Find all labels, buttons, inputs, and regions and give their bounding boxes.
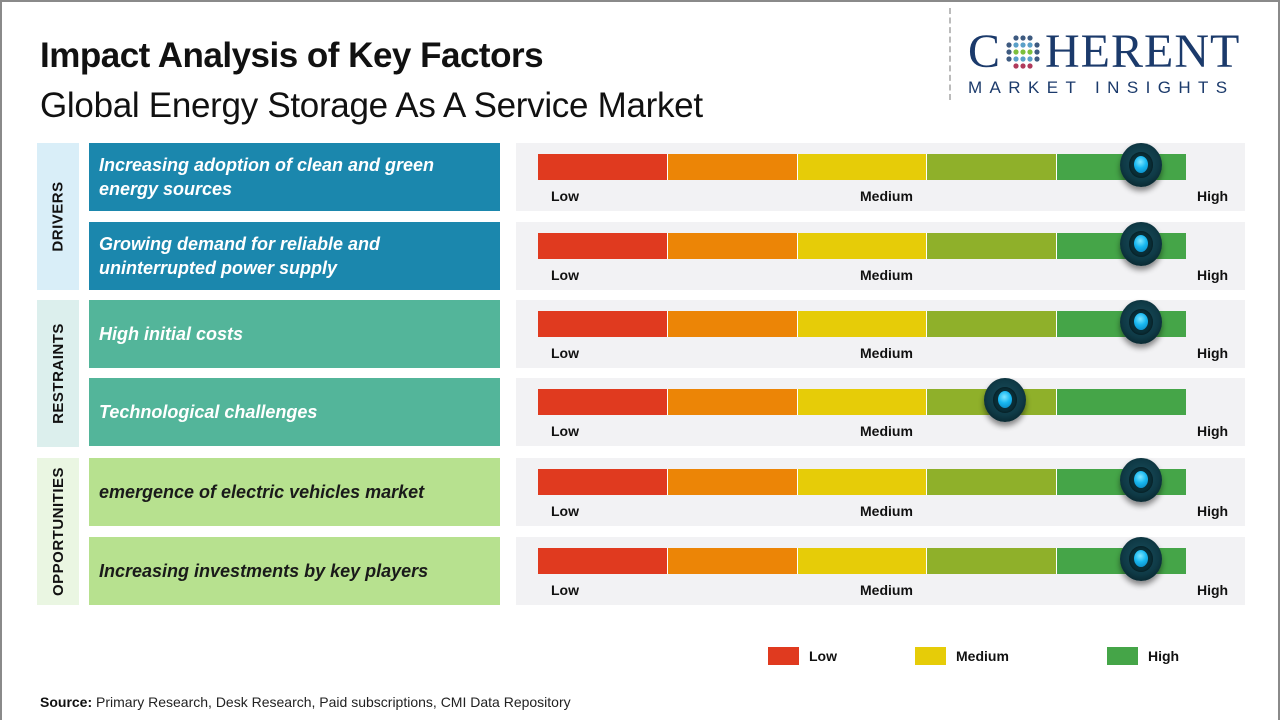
- gauge-segment-1: [538, 469, 668, 495]
- impact-marker-knob: [1119, 143, 1162, 187]
- scale-label-high: High: [1197, 423, 1229, 439]
- scale-label-medium: Medium: [860, 423, 913, 439]
- scale-label-low: Low: [551, 503, 579, 519]
- factor-row-restraints: Technological challenges: [89, 378, 500, 446]
- gauge-segment-4: [927, 154, 1058, 180]
- scale-label-low: Low: [551, 582, 579, 598]
- gauge-segment-2: [667, 548, 798, 574]
- group-label-text: OPPORTUNITIES: [49, 466, 67, 597]
- scale-label-high: High: [1197, 267, 1229, 283]
- impact-gauge: Low Medium High: [516, 300, 1245, 368]
- gauge-segment-2: [667, 233, 798, 259]
- legend-item-high: High: [1107, 647, 1179, 665]
- scale-label-high: High: [1197, 503, 1229, 519]
- scale-label-low: Low: [551, 345, 579, 361]
- gauge-segment-1: [538, 389, 668, 415]
- legend-label-low: Low: [809, 648, 837, 664]
- legend-label-high: High: [1148, 648, 1180, 664]
- scale-label-low: Low: [551, 423, 579, 439]
- group-label-restraints: RESTRAINTS: [37, 300, 79, 447]
- logo-text-c: C: [968, 25, 1002, 78]
- gauge-bar: [538, 233, 1186, 259]
- impact-gauge: Low Medium High: [516, 378, 1245, 446]
- legend-swatch-medium: [915, 647, 946, 665]
- legend-item-low: Low: [768, 647, 837, 665]
- group-label-text: DRIVERS: [49, 181, 67, 252]
- scale-label-low: Low: [551, 267, 579, 283]
- gauge-segment-4: [927, 311, 1058, 337]
- page-subtitle: Global Energy Storage As A Service Marke…: [40, 86, 703, 125]
- scale-label-medium: Medium: [860, 582, 913, 598]
- gauge-bar: [538, 154, 1186, 180]
- factor-row-restraints: High initial costs: [89, 300, 500, 368]
- scale-label-high: High: [1197, 345, 1229, 361]
- factor-row-opportunities: Increasing investments by key players: [89, 537, 500, 605]
- group-label-text: RESTRAINTS: [49, 323, 67, 424]
- scale-label-low: Low: [551, 188, 579, 204]
- gauge-bar: [538, 548, 1186, 574]
- source-label: Source:: [40, 694, 93, 710]
- impact-marker-knob: [1119, 222, 1162, 266]
- impact-marker-knob: [1119, 458, 1162, 502]
- globe-dots-icon: [1006, 35, 1040, 69]
- source-note: Source: Primary Research, Desk Research,…: [40, 694, 571, 710]
- gauge-segment-4: [927, 233, 1058, 259]
- scale-label-high: High: [1197, 582, 1229, 598]
- impact-gauge: Low Medium High: [516, 143, 1245, 211]
- scale-label-medium: Medium: [860, 345, 913, 361]
- scale-label-medium: Medium: [860, 503, 913, 519]
- gauge-segment-1: [538, 154, 668, 180]
- gauge-bar: [538, 311, 1186, 337]
- gauge-segment-2: [667, 154, 798, 180]
- logo-tagline: MARKET INSIGHTS: [968, 78, 1235, 97]
- impact-marker-knob: [1119, 537, 1162, 581]
- gauge-bar: [538, 469, 1186, 495]
- factor-row-opportunities: emergence of electric vehicles market: [89, 458, 500, 526]
- source-text: Primary Research, Desk Research, Paid su…: [92, 694, 571, 710]
- impact-marker-knob: [1119, 300, 1162, 344]
- gauge-segment-3: [797, 469, 928, 495]
- gauge-segment-5: [1057, 389, 1186, 415]
- legend-swatch-high: [1107, 647, 1138, 665]
- company-logo: C HERENT MARKET INSIGHTS: [968, 25, 1263, 98]
- page-title: Impact Analysis of Key Factors: [40, 36, 544, 75]
- gauge-segment-3: [797, 548, 928, 574]
- scale-label-medium: Medium: [860, 188, 913, 204]
- legend-label-medium: Medium: [956, 648, 1009, 664]
- gauge-segment-2: [667, 311, 798, 337]
- gauge-bar: [538, 389, 1186, 415]
- legend-item-medium: Medium: [915, 647, 1009, 665]
- gauge-segment-2: [667, 389, 798, 415]
- gauge-segment-3: [797, 154, 928, 180]
- factor-label: Technological challenges: [99, 402, 318, 422]
- factor-row-drivers: Growing demand for reliable and uninterr…: [89, 222, 500, 290]
- gauge-segment-1: [538, 548, 668, 574]
- gauge-segment-3: [797, 389, 928, 415]
- group-label-drivers: DRIVERS: [37, 143, 79, 290]
- gauge-segment-4: [927, 469, 1058, 495]
- scale-label-medium: Medium: [860, 267, 913, 283]
- legend-swatch-low: [768, 647, 799, 665]
- logo-text-herent: HERENT: [1045, 25, 1241, 78]
- factor-label: High initial costs: [99, 324, 244, 344]
- scale-label-high: High: [1197, 188, 1229, 204]
- impact-gauge: Low Medium High: [516, 222, 1245, 290]
- factor-label: emergence of electric vehicles market: [99, 482, 425, 502]
- gauge-segment-2: [667, 469, 798, 495]
- factor-row-drivers: Increasing adoption of clean and green e…: [89, 143, 500, 211]
- group-label-opportunities: OPPORTUNITIES: [37, 458, 79, 605]
- factor-label: Increasing investments by key players: [99, 561, 429, 581]
- impact-gauge: Low Medium High: [516, 458, 1245, 526]
- gauge-segment-1: [538, 233, 668, 259]
- gauge-segment-3: [797, 233, 928, 259]
- impact-gauge: Low Medium High: [516, 537, 1245, 605]
- gauge-segment-1: [538, 311, 668, 337]
- logo-divider: [949, 8, 951, 100]
- factor-label: Growing demand for reliable and uninterr…: [99, 234, 381, 278]
- impact-marker-knob: [983, 378, 1026, 422]
- factor-label: Increasing adoption of clean and green e…: [99, 155, 435, 199]
- gauge-segment-4: [927, 548, 1058, 574]
- gauge-segment-3: [797, 311, 928, 337]
